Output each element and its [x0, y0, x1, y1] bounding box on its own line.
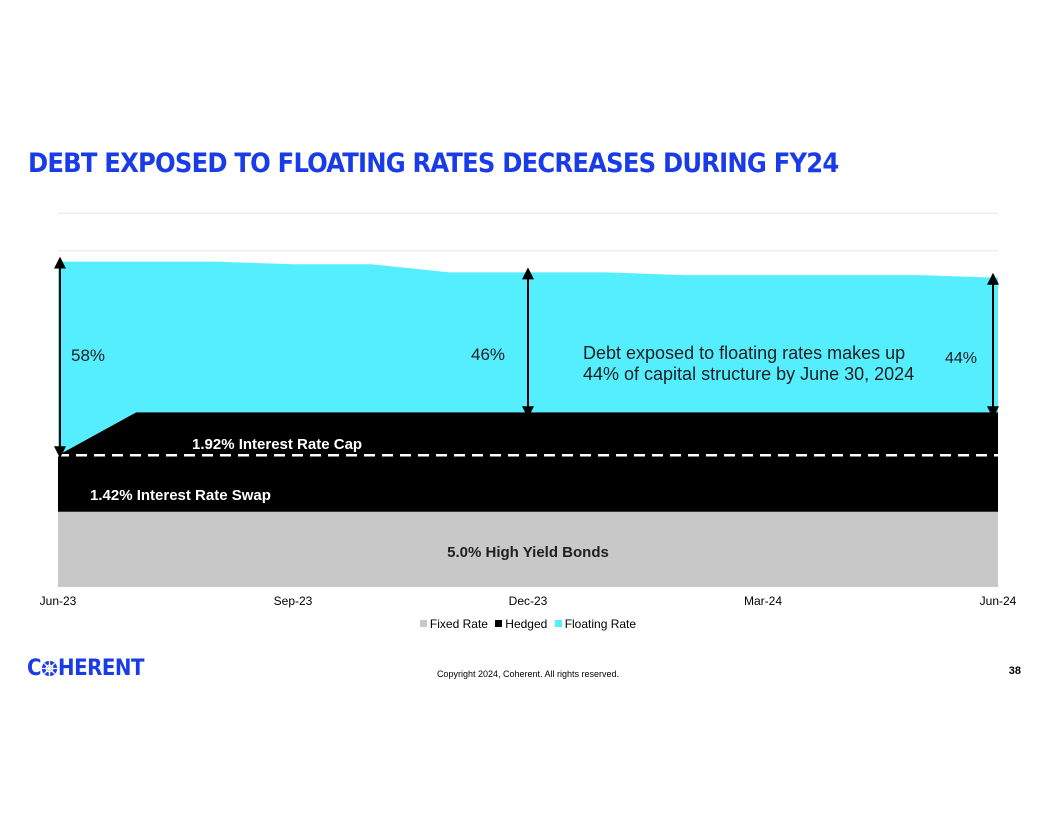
- copyright-notice: Copyright 2024, Coherent. All rights res…: [436, 669, 620, 679]
- label-pct-jun23: 58%: [71, 346, 105, 365]
- legend-label-fixed: Fixed Rate: [429, 617, 488, 631]
- coherent-logo: C HERENT: [27, 654, 144, 682]
- label-interest-rate-swap: 1.42% Interest Rate Swap: [90, 487, 271, 504]
- chart-legend: Fixed Rate Hedged Floating Rate: [0, 617, 1056, 631]
- logo-text-right: HERENT: [58, 655, 144, 681]
- x-tick-label-4: Jun-24: [980, 594, 1017, 608]
- globe-icon: [41, 660, 58, 676]
- legend-item-fixed: Fixed Rate: [419, 617, 488, 631]
- stacked-area-chart: 58% 46% 44% Debt exposed to floating rates …: [40, 212, 1017, 608]
- legend-item-floating: Floating Rate: [554, 617, 637, 631]
- area-hedged: [58, 412, 998, 512]
- legend-swatch-floating: [554, 620, 562, 627]
- x-tick-label-3: Mar-24: [744, 594, 782, 608]
- slide-title: DEBT EXPOSED TO FLOATING RATES DECREASES…: [28, 148, 839, 179]
- legend-swatch-hedged: [495, 620, 503, 627]
- area-fixed-rate: [58, 511, 998, 587]
- legend-item-hedged: Hedged: [495, 617, 547, 631]
- label-pct-jun24: 44%: [945, 350, 977, 367]
- label-note-line1: Debt exposed to floating rates makes up: [583, 343, 905, 363]
- page-number: 38: [1008, 665, 1021, 677]
- legend-label-floating: Floating Rate: [564, 617, 637, 631]
- label-note-line2: 44% of capital structure by June 30, 202…: [583, 364, 914, 384]
- legend-swatch-fixed: [419, 620, 427, 627]
- legend-label-hedged: Hedged: [505, 617, 548, 631]
- x-tick-label-0: Jun-23: [40, 594, 77, 608]
- x-tick-label-2: Dec-23: [509, 594, 548, 608]
- label-pct-dec23: 46%: [471, 345, 505, 364]
- label-interest-rate-cap: 1.92% Interest Rate Cap: [192, 436, 362, 453]
- label-high-yield-bonds: 5.0% High Yield Bonds: [447, 544, 609, 561]
- x-tick-label-1: Sep-23: [274, 594, 313, 608]
- logo-text-left: C: [27, 655, 42, 681]
